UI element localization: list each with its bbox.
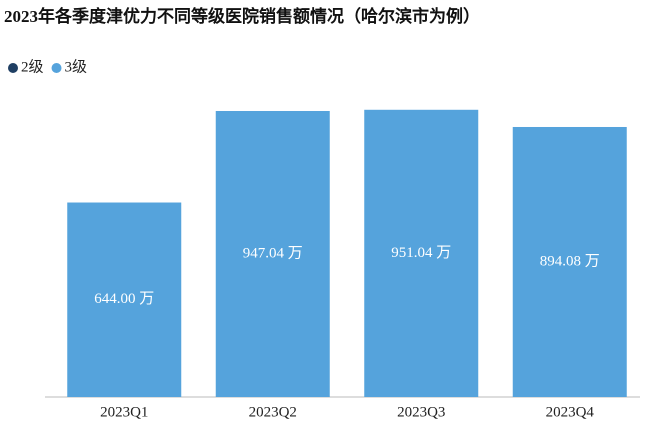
x-tick-label: 2023Q1 bbox=[100, 404, 148, 420]
legend-marker bbox=[51, 63, 62, 73]
x-tick-label: 2023Q3 bbox=[397, 404, 445, 420]
bar bbox=[67, 202, 182, 397]
value-label: 951.04 万 bbox=[391, 245, 451, 261]
bar bbox=[215, 110, 330, 397]
bar bbox=[512, 126, 627, 397]
value-label: 947.04 万 bbox=[243, 245, 303, 261]
legend-marker bbox=[8, 63, 18, 73]
legend-label: 3级 bbox=[65, 58, 88, 75]
chart-title: 2023年各季度津优力不同等级医院销售额情况（哈尔滨市为例） bbox=[4, 6, 480, 26]
x-tick-label: 2023Q2 bbox=[249, 404, 297, 420]
value-label: 894.08 万 bbox=[540, 253, 600, 269]
x-tick-label: 2023Q4 bbox=[546, 404, 595, 420]
value-label: 644.00 万 bbox=[94, 291, 154, 307]
legend-label: 2级 bbox=[21, 58, 44, 75]
bar bbox=[364, 109, 479, 397]
